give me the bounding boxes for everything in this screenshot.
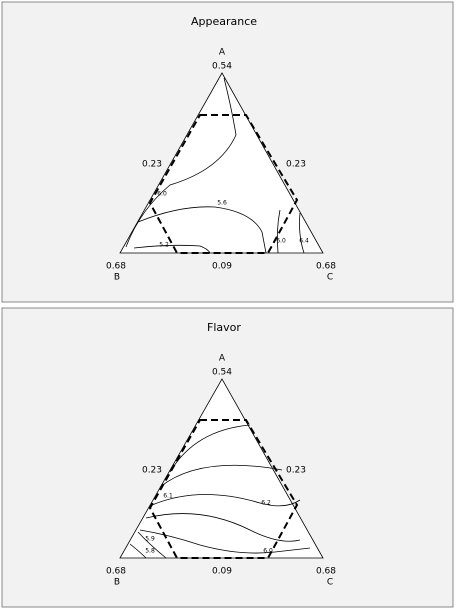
contour — [151, 494, 301, 507]
contour — [145, 513, 301, 542]
contour-label: 6.2 — [261, 500, 271, 507]
contour — [133, 244, 211, 254]
vertex-label: C — [327, 578, 333, 588]
contour-label: 6.0 — [157, 191, 167, 198]
contour — [125, 77, 237, 248]
tick-label: 0.54 — [212, 368, 232, 378]
contour-label: 6.0 — [276, 238, 286, 245]
tick-label: 0.68 — [316, 567, 336, 577]
tick-label: 0.09 — [212, 567, 232, 577]
contour-label: 5.8 — [145, 548, 155, 555]
vertex-label: B — [114, 273, 120, 283]
contour — [159, 464, 283, 488]
tick-label: 0.09 — [212, 262, 232, 272]
panel: Flavor A 0.54 6.1 6.2 6.0 5.9 5.8 0.23 0… — [1, 307, 454, 608]
tick-label: 0.23 — [142, 160, 162, 170]
constraint-region — [148, 114, 299, 254]
vertex-label: A — [219, 354, 226, 364]
tick-label: 0.23 — [142, 466, 162, 476]
tick-label: 0.54 — [212, 62, 232, 72]
contour — [299, 212, 305, 254]
panel-title: Flavor — [207, 321, 241, 334]
triangle — [119, 72, 324, 254]
tick-label: 0.68 — [316, 262, 336, 272]
contour — [139, 529, 311, 554]
contour — [169, 424, 251, 473]
contour-label: 5.2 — [159, 242, 169, 249]
tick-label: 0.68 — [106, 567, 126, 577]
panel: Appearance A 0.54 6.0 5.6 5.2 6.0 6.4 0.… — [1, 1, 454, 303]
vertex-label: B — [114, 578, 120, 588]
panel-title: Appearance — [191, 15, 257, 28]
contour-label: 5.9 — [145, 536, 155, 543]
constraint-region — [148, 419, 299, 559]
contour-label: 5.6 — [217, 200, 227, 207]
vertex-label: A — [219, 48, 226, 58]
contour — [137, 206, 267, 254]
contour — [276, 209, 281, 254]
tick-label: 0.23 — [286, 466, 306, 476]
contour-label: 6.1 — [163, 493, 173, 500]
vertex-label: C — [327, 273, 333, 283]
contour-label: 6.0 — [263, 548, 273, 555]
tick-label: 0.68 — [106, 262, 126, 272]
contour — [129, 543, 147, 559]
contour-label: 6.4 — [299, 238, 309, 245]
contour — [137, 531, 167, 559]
tick-label: 0.23 — [286, 160, 306, 170]
